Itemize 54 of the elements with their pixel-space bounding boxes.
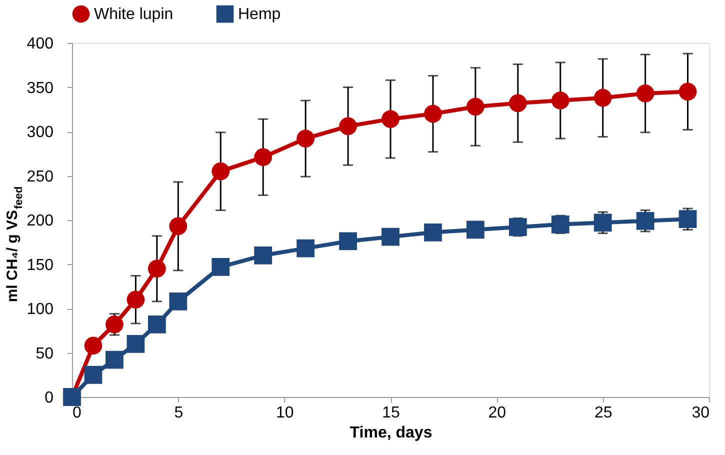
point xyxy=(636,212,654,230)
point xyxy=(106,316,124,334)
point xyxy=(126,290,145,309)
x-axis-title: Time, days xyxy=(350,424,432,442)
legend-label: Hemp xyxy=(238,6,281,24)
x-tick-label: 20 xyxy=(488,404,506,422)
point xyxy=(424,223,442,242)
point xyxy=(84,336,102,355)
point xyxy=(466,220,484,239)
point xyxy=(678,210,697,228)
point xyxy=(551,215,570,234)
point xyxy=(551,92,570,110)
point xyxy=(424,104,442,123)
point xyxy=(636,84,654,102)
point xyxy=(508,218,527,236)
point xyxy=(254,148,272,166)
point xyxy=(296,130,315,148)
x-tick-label: 10 xyxy=(276,404,294,422)
point xyxy=(148,315,166,334)
y-tick-label: 150 xyxy=(26,256,54,274)
point xyxy=(466,98,484,116)
point xyxy=(339,117,357,136)
point xyxy=(126,334,145,353)
y-tick-label: 350 xyxy=(26,80,54,97)
y-tick-label: 250 xyxy=(26,168,54,186)
point xyxy=(678,82,697,101)
point xyxy=(212,258,230,276)
point xyxy=(84,366,102,384)
point xyxy=(296,239,315,258)
y-tick-label: 200 xyxy=(26,212,54,230)
point xyxy=(212,162,230,180)
legend-label: White lupin xyxy=(94,6,174,24)
y-tick-label: 100 xyxy=(26,301,54,318)
point xyxy=(594,214,612,232)
point xyxy=(339,232,357,250)
y-tick-label: 50 xyxy=(36,345,54,362)
x-tick-label: 0 xyxy=(72,404,82,422)
point xyxy=(254,246,272,264)
point xyxy=(148,260,166,278)
point xyxy=(382,228,400,246)
y-axis-title: ml CH₄/ g VSfeed xyxy=(4,186,25,302)
y-tick-label: 300 xyxy=(26,124,54,141)
y-tick-label: 0 xyxy=(44,390,54,406)
point xyxy=(382,110,400,128)
point xyxy=(169,217,188,236)
x-tick-label: 25 xyxy=(594,404,612,422)
y-tick-label: 400 xyxy=(26,36,54,52)
point xyxy=(594,88,612,107)
point xyxy=(106,350,124,369)
x-tick-label: 5 xyxy=(174,404,184,422)
x-tick-label: 15 xyxy=(382,404,400,422)
point xyxy=(169,292,188,310)
x-tick-label: 30 xyxy=(692,404,710,422)
point xyxy=(508,94,527,112)
